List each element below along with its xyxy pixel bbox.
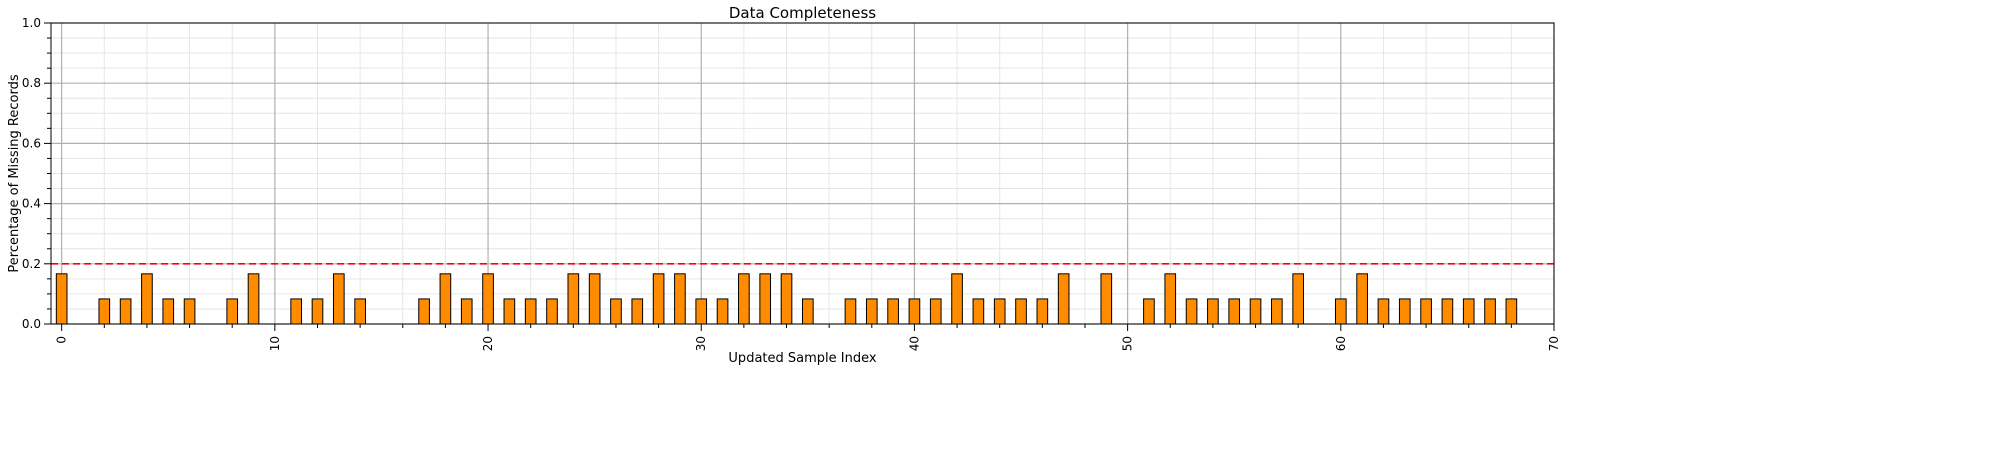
bar: [1271, 298, 1283, 325]
bar: [1462, 298, 1475, 325]
x-tick-label: 0: [55, 336, 69, 344]
bar: [98, 298, 111, 325]
bar: [631, 298, 644, 325]
bar: [929, 298, 942, 325]
bar: [716, 298, 729, 325]
bar: [1185, 298, 1198, 325]
bar: [887, 298, 899, 325]
bar: [652, 273, 665, 325]
bar: [610, 298, 622, 325]
y-tick-label: 0.0: [22, 317, 41, 331]
chart-title: Data Completeness: [729, 4, 876, 22]
bar: [865, 298, 878, 325]
bar: [1207, 298, 1219, 325]
bar: [1356, 273, 1368, 325]
bar: [1505, 298, 1518, 325]
y-axis-ticks: 0.0 0.2 0.4 0.6 0.8 1.0: [22, 16, 51, 331]
x-tick-label: 60: [1334, 336, 1348, 351]
bar: [183, 298, 196, 325]
bar: [311, 298, 324, 325]
bar: [1484, 298, 1496, 325]
bar: [1057, 273, 1070, 325]
bar: [1164, 273, 1177, 325]
bar: [290, 298, 302, 325]
bar: [482, 273, 494, 325]
bar: [1228, 298, 1241, 325]
bar: [1100, 273, 1113, 325]
bar: [738, 273, 750, 325]
x-axis-label: Updated Sample Index: [728, 351, 876, 366]
bar: [802, 298, 814, 325]
bar: [972, 298, 985, 325]
bar: [993, 298, 1006, 325]
bar: [567, 273, 580, 325]
x-tick-label: 20: [481, 336, 495, 351]
bar: [844, 298, 857, 325]
bar: [226, 298, 239, 325]
bar: [780, 273, 793, 325]
x-tick-label: 30: [694, 336, 708, 351]
x-tick-label: 70: [1547, 336, 1561, 351]
bar: [1036, 298, 1049, 325]
bar: [1249, 298, 1262, 325]
bar: [524, 298, 537, 325]
bar: [1334, 298, 1347, 325]
bar: [119, 298, 132, 325]
bar: [1015, 298, 1027, 325]
x-tick-label: 40: [907, 336, 921, 351]
y-tick-label: 0.4: [22, 197, 41, 211]
bar: [460, 298, 473, 325]
bar: [1292, 273, 1305, 325]
bar: [546, 298, 558, 325]
bar: [588, 273, 601, 325]
bar: [1441, 298, 1454, 325]
bar: [674, 273, 686, 325]
bar: [1143, 298, 1155, 325]
y-tick-label: 0.6: [22, 136, 41, 150]
bar: [162, 298, 175, 325]
y-axis-label: Percentage of Missing Records: [7, 74, 22, 272]
bar: [55, 273, 68, 325]
bar: [503, 298, 516, 325]
bar: [951, 273, 963, 325]
bar: [759, 273, 772, 325]
bar: [141, 273, 153, 325]
bar: [695, 298, 708, 325]
bar: [1398, 298, 1411, 325]
x-tick-label: 50: [1121, 336, 1135, 351]
y-tick-label: 0.2: [22, 257, 41, 271]
bar: [247, 273, 260, 325]
bar: [354, 298, 366, 325]
bar: [418, 298, 430, 325]
minor-grid: [51, 23, 1554, 324]
bar: [908, 298, 921, 325]
x-axis-ticks: 0 10 20 30 40 50 60 70: [55, 324, 1561, 351]
y-tick-label: 0.8: [22, 76, 41, 90]
x-tick-label: 10: [268, 336, 282, 351]
bar: [439, 273, 452, 325]
bar: [1420, 298, 1432, 325]
bar: [332, 273, 345, 325]
y-tick-label: 1.0: [22, 16, 41, 30]
bar: [1377, 298, 1390, 325]
